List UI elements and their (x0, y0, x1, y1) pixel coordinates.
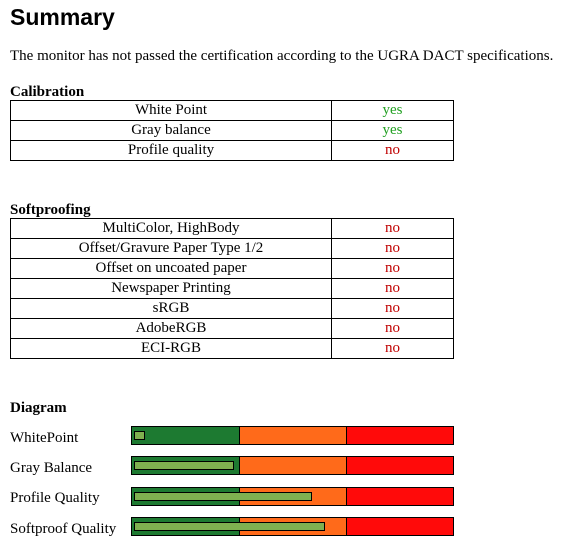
whitepoint-label: WhitePoint (10, 430, 79, 446)
criterion-result: no (331, 318, 454, 339)
criterion-result: yes (331, 100, 454, 121)
criterion-result: no (331, 298, 454, 319)
criterion-result: no (331, 258, 454, 279)
level-indicator (134, 522, 325, 531)
criterion-name: Offset on uncoated paper (10, 258, 332, 279)
table-row: sRGB no (10, 298, 454, 319)
criterion-name: Offset/Gravure Paper Type 1/2 (10, 238, 332, 259)
warning-zone (240, 427, 347, 444)
criterion-name: Newspaper Printing (10, 278, 332, 299)
softproof-quality-label: Softproof Quality (10, 521, 117, 537)
table-row: Offset on uncoated paper no (10, 258, 454, 279)
fail-zone (347, 488, 453, 505)
criterion-name: sRGB (10, 298, 332, 319)
criterion-result: no (331, 238, 454, 259)
criterion-result: no (331, 338, 454, 359)
level-indicator (134, 492, 312, 501)
criterion-result: no (331, 218, 454, 239)
fail-zone (347, 427, 453, 444)
table-row: Newspaper Printing no (10, 278, 454, 299)
pass-zone (132, 427, 240, 444)
softproofing-table: MultiColor, HighBody no Offset/Gravure P… (10, 218, 454, 359)
diagram-heading: Diagram (10, 400, 67, 416)
level-indicator (134, 461, 234, 470)
criterion-name: AdobeRGB (10, 318, 332, 339)
criterion-result: no (331, 140, 454, 161)
fail-zone (347, 518, 453, 535)
criterion-name: Profile quality (10, 140, 332, 161)
table-row: Profile quality no (10, 140, 454, 161)
gray-balance-label: Gray Balance (10, 460, 93, 476)
table-row: Gray balance yes (10, 120, 454, 141)
softproof-quality-bar (131, 517, 454, 536)
summary-text: The monitor has not passed the certifica… (10, 48, 554, 64)
profile-quality-label: Profile Quality (10, 490, 100, 506)
table-row: White Point yes (10, 100, 454, 121)
table-row: AdobeRGB no (10, 318, 454, 339)
softproofing-heading: Softproofing (10, 202, 91, 218)
calibration-heading: Calibration (10, 84, 85, 100)
calibration-table: White Point yes Gray balance yes Profile… (10, 100, 454, 161)
criterion-name: MultiColor, HighBody (10, 218, 332, 239)
whitepoint-quality-bar (131, 426, 454, 445)
fail-zone (347, 457, 453, 474)
page-title: Summary (10, 4, 115, 30)
table-row: ECI-RGB no (10, 338, 454, 359)
warning-zone (240, 457, 347, 474)
profile-quality-bar (131, 487, 454, 506)
criterion-result: yes (331, 120, 454, 141)
level-indicator (134, 431, 145, 440)
gray-balance-quality-bar (131, 456, 454, 475)
criterion-result: no (331, 278, 454, 299)
criterion-name: ECI-RGB (10, 338, 332, 359)
criterion-name: Gray balance (10, 120, 332, 141)
table-row: Offset/Gravure Paper Type 1/2 no (10, 238, 454, 259)
criterion-name: White Point (10, 100, 332, 121)
table-row: MultiColor, HighBody no (10, 218, 454, 239)
